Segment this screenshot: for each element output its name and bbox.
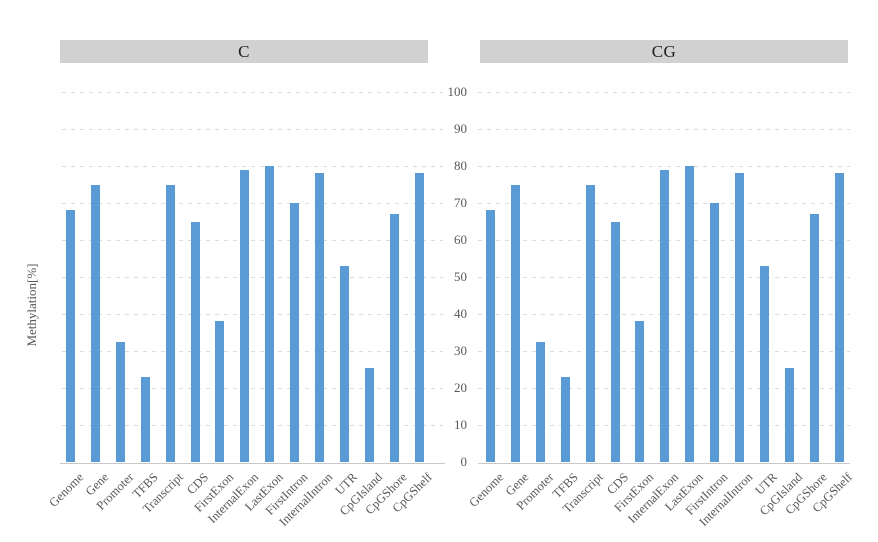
panel-header-cg: CG — [480, 40, 848, 63]
gridline — [62, 203, 443, 204]
bar-cg-cds — [610, 221, 620, 462]
gridline — [62, 166, 443, 167]
gridline — [62, 351, 443, 352]
y-tick-label: 90 — [454, 121, 467, 136]
y-tick-label: 80 — [454, 158, 467, 173]
x-category-label: Genome — [46, 470, 87, 510]
bar-c-cpgshore — [389, 214, 399, 462]
bar-cg-utr — [759, 265, 769, 462]
bar-cg-cpgisland — [784, 367, 794, 462]
bar-c-firstexon — [215, 321, 225, 462]
bar-c-lastexon — [265, 166, 275, 462]
y-axis-title: Methylation[%] — [24, 263, 39, 347]
gridline — [478, 166, 850, 167]
bar-cg-internalintron — [735, 173, 744, 462]
bar-c-transcript — [165, 184, 175, 462]
gridline — [62, 129, 443, 130]
bar-cg-internalexon — [660, 169, 670, 462]
x-axis-line — [478, 463, 850, 464]
y-tick-label: 50 — [454, 269, 467, 284]
bar-c-tfbs — [140, 376, 150, 462]
bar-cg-cpgshore — [809, 214, 819, 462]
bar-cg-lastexon — [685, 166, 695, 462]
gridline — [62, 277, 443, 278]
x-axis-line — [60, 463, 445, 464]
gridline — [62, 92, 443, 93]
bar-c-cpgshelf — [414, 173, 424, 462]
bar-c-genome — [66, 210, 75, 462]
bar-cg-genome — [486, 210, 495, 462]
bar-c-internalexon — [240, 169, 250, 462]
panel-header-c: C — [60, 40, 428, 63]
y-tick-label: 60 — [454, 232, 467, 247]
gridline — [478, 92, 850, 93]
bar-c-gene — [90, 184, 100, 462]
bar-c-firstintron — [290, 203, 300, 462]
y-tick-label: 30 — [454, 343, 467, 358]
bar-c-cpgisland — [364, 367, 374, 462]
bar-c-promoter — [115, 341, 125, 462]
bar-cg-firstintron — [710, 203, 720, 462]
gridline — [62, 388, 443, 389]
bar-cg-cpgshelf — [834, 173, 844, 462]
y-tick-label: 100 — [447, 84, 468, 99]
bar-cg-promoter — [535, 341, 545, 462]
bar-cg-tfbs — [560, 376, 570, 462]
y-tick-label: 40 — [454, 306, 467, 321]
gridline — [62, 314, 443, 315]
y-tick-label: 20 — [454, 380, 467, 395]
bar-cg-gene — [510, 184, 520, 462]
x-category-label: Genome — [466, 470, 507, 510]
bar-c-cds — [190, 221, 200, 462]
gridline — [62, 240, 443, 241]
bar-cg-transcript — [585, 184, 595, 462]
gridline — [62, 425, 443, 426]
bar-c-utr — [339, 265, 349, 462]
y-tick-label: 10 — [454, 417, 467, 432]
bar-cg-firstexon — [635, 321, 645, 462]
y-tick-label: 70 — [454, 195, 467, 210]
bar-c-internalintron — [315, 173, 324, 462]
y-tick-label: 0 — [460, 454, 468, 469]
gridline — [478, 129, 850, 130]
